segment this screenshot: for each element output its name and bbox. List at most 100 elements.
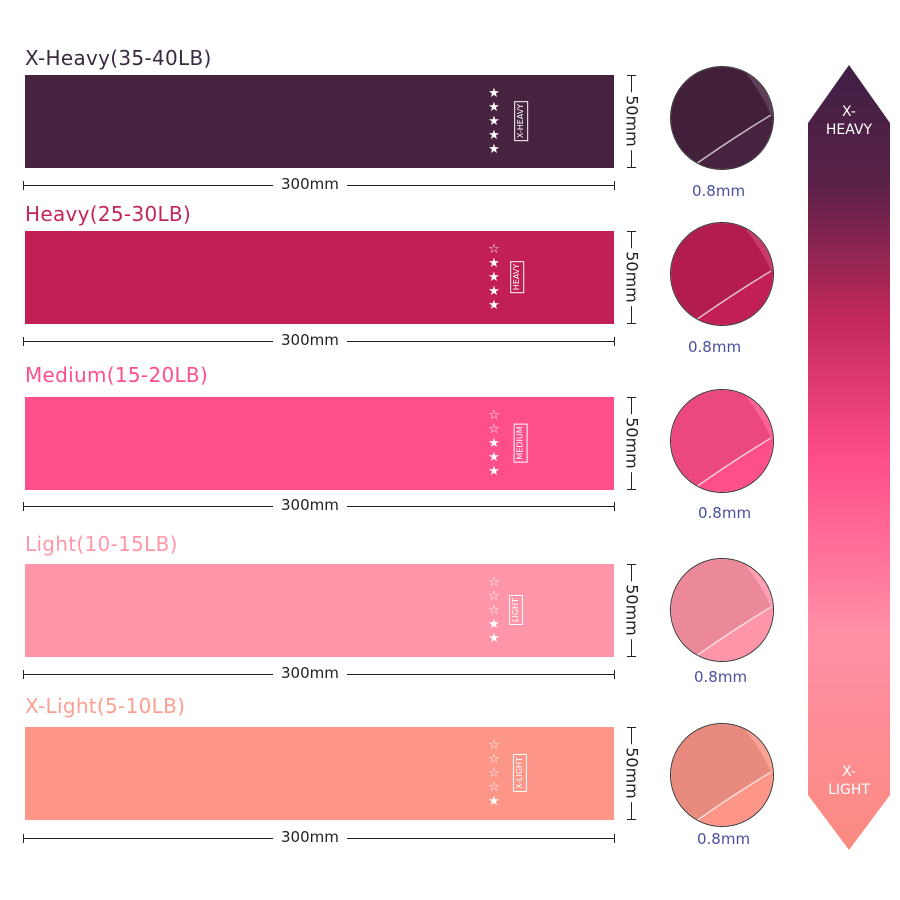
band-title: X-Light(5-10LB) bbox=[25, 694, 186, 718]
dimension-cap bbox=[614, 181, 615, 190]
thickness-label: 0.8mm bbox=[688, 338, 742, 356]
band-thickness-closeup bbox=[670, 66, 774, 170]
band-edge-image-icon bbox=[671, 223, 773, 325]
resistance-band: ☆ ★ ★ ★ ★ HEAVY bbox=[25, 231, 614, 324]
width-label: 50mm bbox=[622, 744, 642, 802]
star-filled-icon: ★ bbox=[488, 256, 500, 271]
width-dimension: 50mm bbox=[622, 727, 642, 820]
length-dimension: 300mm bbox=[23, 828, 615, 846]
band-title: Light(10-15LB) bbox=[25, 532, 178, 556]
band-title: Heavy(25-30LB) bbox=[25, 202, 192, 226]
width-label: 50mm bbox=[622, 92, 642, 150]
dimension-cap bbox=[23, 834, 24, 843]
band-title: Medium(15-20LB) bbox=[25, 363, 209, 387]
star-filled-icon: ★ bbox=[488, 142, 500, 157]
star-filled-icon: ★ bbox=[488, 450, 500, 465]
width-label: 50mm bbox=[622, 248, 642, 306]
star-empty-icon: ☆ bbox=[488, 589, 500, 604]
star-filled-icon: ★ bbox=[488, 464, 500, 479]
star-filled-icon: ★ bbox=[488, 631, 500, 646]
thickness-label: 0.8mm bbox=[694, 668, 748, 686]
length-label: 300mm bbox=[273, 331, 347, 349]
star-filled-icon: ★ bbox=[488, 270, 500, 285]
band-level-label: LIGHT bbox=[508, 595, 523, 625]
band-thickness-closeup bbox=[670, 389, 774, 493]
band-edge-image-icon bbox=[671, 390, 773, 492]
width-dimension: 50mm bbox=[622, 231, 642, 324]
star-empty-icon: ☆ bbox=[488, 738, 500, 753]
scale-bottom-label-line1: X- bbox=[842, 764, 856, 780]
thickness-label: 0.8mm bbox=[698, 504, 752, 522]
length-dimension: 300mm bbox=[23, 496, 615, 514]
scale-top-label-line1: X- bbox=[842, 104, 856, 120]
dimension-cap bbox=[23, 181, 24, 190]
width-dimension: 50mm bbox=[622, 75, 642, 168]
scale-top-label-line2: HEAVY bbox=[825, 122, 873, 138]
band-level-label: HEAVY bbox=[510, 260, 525, 294]
star-rating: ☆ ☆ ★ ★ ★ bbox=[487, 409, 501, 479]
width-label: 50mm bbox=[622, 414, 642, 472]
star-filled-icon: ★ bbox=[488, 100, 500, 115]
dimension-cap bbox=[614, 670, 615, 679]
band-tag: ☆ ☆ ☆ ☆ ★ X-LIGHT bbox=[487, 731, 547, 816]
gradient-arrow-icon bbox=[808, 65, 890, 850]
width-dimension: 50mm bbox=[622, 564, 642, 657]
star-empty-icon: ☆ bbox=[488, 408, 500, 423]
star-filled-icon: ★ bbox=[488, 86, 500, 101]
length-dimension: 300mm bbox=[23, 175, 615, 193]
length-label: 300mm bbox=[273, 664, 347, 682]
dimension-cap bbox=[614, 502, 615, 511]
length-label: 300mm bbox=[273, 175, 347, 193]
band-edge-image-icon bbox=[671, 67, 773, 169]
star-rating: ★ ★ ★ ★ ★ bbox=[487, 87, 501, 157]
star-rating: ☆ ☆ ☆ ★ ★ bbox=[487, 576, 501, 646]
star-empty-icon: ☆ bbox=[488, 242, 500, 257]
scale-bottom-label: X- LIGHT bbox=[808, 763, 890, 799]
star-filled-icon: ★ bbox=[488, 794, 500, 809]
band-edge-image-icon bbox=[671, 559, 773, 661]
resistance-band: ☆ ☆ ☆ ★ ★ LIGHT bbox=[25, 564, 614, 657]
star-empty-icon: ☆ bbox=[488, 752, 500, 767]
band-tag: ☆ ☆ ★ ★ ★ MEDIUM bbox=[487, 401, 547, 486]
resistance-band: ☆ ☆ ★ ★ ★ MEDIUM bbox=[25, 397, 614, 490]
band-title: X-Heavy(35-40LB) bbox=[25, 46, 212, 70]
star-empty-icon: ☆ bbox=[488, 603, 500, 618]
length-label: 300mm bbox=[273, 828, 347, 846]
band-tag: ☆ ★ ★ ★ ★ HEAVY bbox=[487, 235, 547, 320]
band-level-label: X-LIGHT bbox=[512, 754, 527, 792]
length-dimension: 300mm bbox=[23, 331, 615, 349]
band-tag: ★ ★ ★ ★ ★ X-HEAVY bbox=[487, 79, 547, 164]
band-thickness-closeup bbox=[670, 723, 774, 827]
width-dimension: 50mm bbox=[622, 397, 642, 490]
dimension-cap bbox=[23, 502, 24, 511]
length-dimension: 300mm bbox=[23, 664, 615, 682]
band-level-label: X-HEAVY bbox=[514, 100, 529, 142]
band-level-label: MEDIUM bbox=[513, 423, 528, 463]
thickness-label: 0.8mm bbox=[692, 182, 746, 200]
scale-top-label: X- HEAVY bbox=[808, 103, 890, 139]
star-empty-icon: ☆ bbox=[488, 422, 500, 437]
star-filled-icon: ★ bbox=[488, 617, 500, 632]
resistance-band: ☆ ☆ ☆ ☆ ★ X-LIGHT bbox=[25, 727, 614, 820]
star-filled-icon: ★ bbox=[488, 114, 500, 129]
thickness-label: 0.8mm bbox=[697, 830, 751, 848]
star-filled-icon: ★ bbox=[488, 436, 500, 451]
scale-bottom-label-line2: LIGHT bbox=[828, 782, 870, 798]
star-empty-icon: ☆ bbox=[488, 780, 500, 795]
resistance-band: ★ ★ ★ ★ ★ X-HEAVY bbox=[25, 75, 614, 168]
band-thickness-closeup bbox=[670, 558, 774, 662]
star-empty-icon: ☆ bbox=[488, 575, 500, 590]
band-edge-image-icon bbox=[671, 724, 773, 826]
dimension-cap bbox=[614, 834, 615, 843]
band-thickness-closeup bbox=[670, 222, 774, 326]
star-empty-icon: ☆ bbox=[488, 766, 500, 781]
star-filled-icon: ★ bbox=[488, 284, 500, 299]
star-rating: ☆ ★ ★ ★ ★ bbox=[487, 243, 501, 313]
star-filled-icon: ★ bbox=[488, 298, 500, 313]
width-label: 50mm bbox=[622, 581, 642, 639]
star-filled-icon: ★ bbox=[488, 128, 500, 143]
star-rating: ☆ ☆ ☆ ☆ ★ bbox=[487, 739, 501, 809]
dimension-cap bbox=[23, 670, 24, 679]
dimension-cap bbox=[23, 337, 24, 346]
length-label: 300mm bbox=[273, 496, 347, 514]
